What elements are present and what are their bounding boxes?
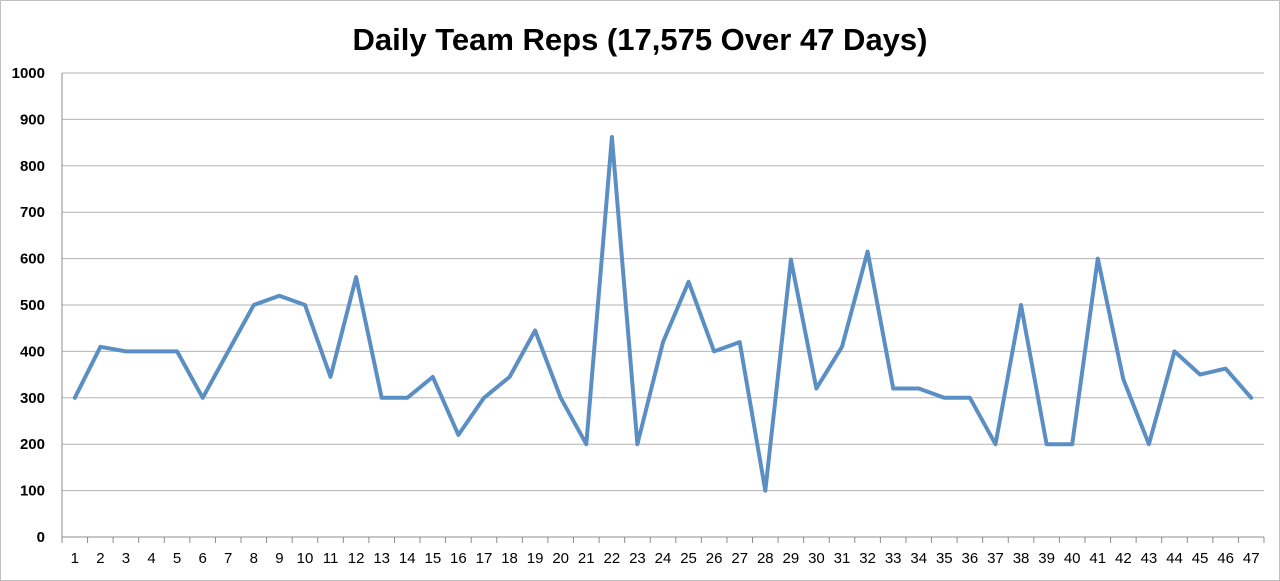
y-tick-label-1000: 1000 xyxy=(12,65,45,82)
x-tick-label-46: 46 xyxy=(1217,550,1234,567)
x-tick-label-16: 16 xyxy=(450,550,467,567)
x-tick-label-12: 12 xyxy=(348,550,365,567)
x-tick-label-34: 34 xyxy=(910,550,927,567)
x-tick-label-40: 40 xyxy=(1064,550,1081,567)
x-tick-label-8: 8 xyxy=(250,550,258,567)
x-tick-label-35: 35 xyxy=(936,550,953,567)
x-tick-label-32: 32 xyxy=(859,550,876,567)
x-tick-label-42: 42 xyxy=(1115,550,1132,567)
x-tick-label-14: 14 xyxy=(399,550,416,567)
x-tick-label-20: 20 xyxy=(552,550,569,567)
x-tick-label-19: 19 xyxy=(527,550,544,567)
x-tick-label-43: 43 xyxy=(1141,550,1158,567)
x-tick-label-38: 38 xyxy=(1013,550,1030,567)
x-tick-label-15: 15 xyxy=(424,550,441,567)
x-tick-label-7: 7 xyxy=(224,550,232,567)
x-tick-label-27: 27 xyxy=(731,550,748,567)
x-tick-label-23: 23 xyxy=(629,550,646,567)
x-tick-label-45: 45 xyxy=(1192,550,1209,567)
x-tick-label-30: 30 xyxy=(808,550,825,567)
x-tick-label-26: 26 xyxy=(706,550,723,567)
series-line-0 xyxy=(72,135,1254,493)
x-tick-label-29: 29 xyxy=(783,550,800,567)
x-tick-label-44: 44 xyxy=(1166,550,1183,567)
x-tick-label-6: 6 xyxy=(198,550,206,567)
y-tick-label-0: 0 xyxy=(37,529,45,546)
x-tick-label-10: 10 xyxy=(297,550,314,567)
x-tick-label-18: 18 xyxy=(501,550,518,567)
x-tick-label-24: 24 xyxy=(655,550,672,567)
x-tick-label-39: 39 xyxy=(1038,550,1055,567)
chart-title: Daily Team Reps (17,575 Over 47 Days) xyxy=(352,22,928,57)
x-tick-label-28: 28 xyxy=(757,550,774,567)
y-tick-label-700: 700 xyxy=(20,204,45,221)
x-tick-label-2: 2 xyxy=(96,550,104,567)
x-tick-label-9: 9 xyxy=(275,550,283,567)
x-tick-label-21: 21 xyxy=(578,550,595,567)
x-tick-label-37: 37 xyxy=(987,550,1004,567)
x-tick-label-41: 41 xyxy=(1089,550,1106,567)
x-tick-label-4: 4 xyxy=(147,550,155,567)
y-tick-label-200: 200 xyxy=(20,436,45,453)
x-tick-label-11: 11 xyxy=(323,550,339,567)
x-tick-label-17: 17 xyxy=(476,550,493,567)
y-tick-label-600: 600 xyxy=(20,251,45,268)
x-tick-label-25: 25 xyxy=(680,550,697,567)
x-tick-label-13: 13 xyxy=(373,550,390,567)
x-tick-label-47: 47 xyxy=(1243,550,1260,567)
x-tick-label-33: 33 xyxy=(885,550,902,567)
x-tick-label-36: 36 xyxy=(962,550,979,567)
x-tick-label-1: 1 xyxy=(71,550,79,567)
y-tick-label-900: 900 xyxy=(20,111,45,128)
x-tick-label-3: 3 xyxy=(122,550,130,567)
x-tick-label-31: 31 xyxy=(834,550,851,567)
x-tick-label-5: 5 xyxy=(173,550,181,567)
y-tick-label-100: 100 xyxy=(20,483,45,500)
y-tick-label-800: 800 xyxy=(20,158,45,175)
y-tick-label-500: 500 xyxy=(20,297,45,314)
y-tick-label-300: 300 xyxy=(20,390,45,407)
x-tick-label-22: 22 xyxy=(604,550,621,567)
y-tick-label-400: 400 xyxy=(20,343,45,360)
